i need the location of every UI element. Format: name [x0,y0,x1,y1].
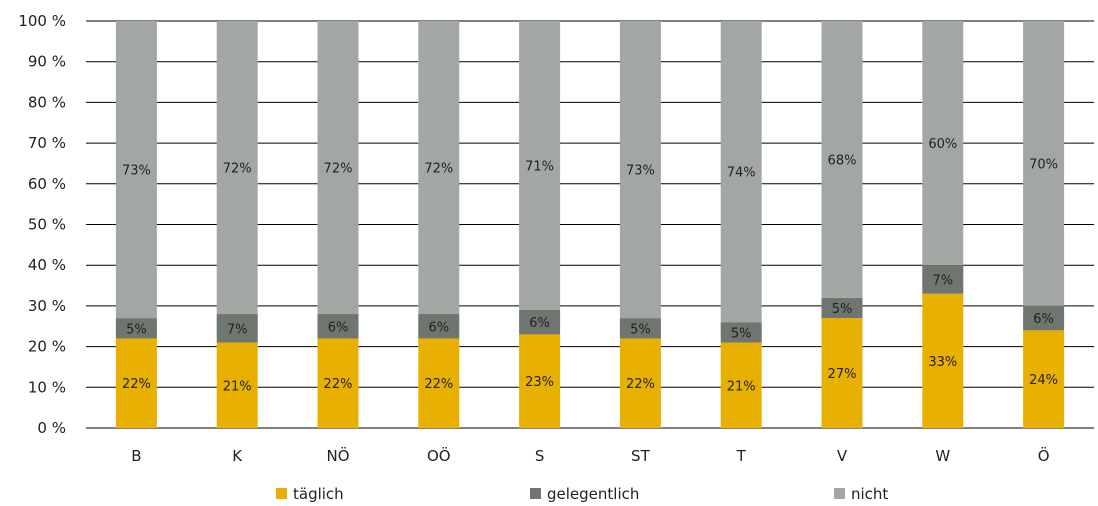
bar-segment-gelegentlich [115,318,157,339]
bar-segment-gelegentlich [619,318,661,339]
data-label: 60% [928,137,957,152]
value-labels: 22% 5% 73% 21% 7% 72% 22% 6% 72% 22% 6% 72% 23% 6% 71%… [122,137,1058,394]
bar-segment-täglich [619,338,661,428]
bar-segment-täglich [115,338,157,428]
x-category-label: Ö [1038,446,1050,465]
y-tick-label: 70 % [28,134,66,152]
data-label: 71% [525,159,554,174]
x-category-label: V [837,447,848,465]
y-tick-label: 0 % [37,419,66,437]
data-label: 21% [223,379,252,394]
bar-segment-täglich [821,318,863,428]
y-tick-label: 100 % [18,12,66,30]
bar-segment-täglich [216,342,258,428]
bar-segment-täglich [720,342,762,428]
data-label: 21% [727,379,756,394]
data-label: 6% [428,320,449,335]
legend-swatch [530,488,541,499]
data-label: 72% [324,162,353,177]
data-label: 5% [731,326,752,341]
data-label: 73% [626,164,655,179]
y-tick-label: 60 % [28,175,66,193]
bar-segment-gelegentlich [216,314,258,343]
data-label: 22% [626,377,655,392]
bar-segment-täglich [1023,330,1065,428]
y-tick-label: 20 % [28,338,66,356]
data-label: 74% [727,166,756,181]
legend: täglich gelegentlich nicht [276,485,888,503]
bar-segment-gelegentlich [821,297,863,319]
x-category-label: T [736,447,747,465]
bar-segment-gelegentlich [922,265,964,294]
data-label: 70% [1029,157,1058,172]
y-tick-label: 80 % [28,93,66,111]
bar-segment-nicht [720,21,762,323]
data-label: 5% [630,322,651,337]
y-tick-label: 30 % [28,297,66,315]
data-label: 5% [126,322,147,337]
data-label: 33% [928,355,957,370]
bar-segment-nicht [619,21,661,319]
data-label: 6% [1033,312,1054,327]
data-label: 68% [828,153,857,168]
x-category-label: OÖ [427,446,451,465]
data-label: 22% [424,377,453,392]
bar-segment-täglich [519,334,561,428]
data-label: 6% [529,316,550,331]
data-label: 22% [324,377,353,392]
bars [115,21,1065,428]
bar-segment-nicht [922,21,964,266]
x-category-label: B [131,447,141,465]
x-category-label: W [935,447,950,465]
y-tick-label: 50 % [28,216,66,234]
legend-label: gelegentlich [547,485,639,503]
bar-segment-nicht [418,21,460,315]
legend-label: nicht [851,485,888,503]
bar-segment-gelegentlich [519,309,561,335]
x-category-label: S [535,447,545,465]
bar-segment-nicht [1023,21,1065,306]
y-tick-label: 10 % [28,378,66,396]
data-label: 27% [828,367,857,382]
data-label: 7% [932,273,953,288]
data-label: 72% [223,162,252,177]
data-label: 73% [122,164,151,179]
bar-segment-nicht [821,21,863,298]
x-axis: B K NÖ OÖ S ST T V W Ö [131,446,1049,465]
bar-segment-nicht [317,21,359,315]
bar-segment-nicht [519,21,561,310]
data-label: 23% [525,375,554,390]
legend-swatch [276,488,287,499]
y-axis: 0 % 10 % 20 % 30 % 40 % 50 % 60 % 70 % 80 % 90 % 1… [18,12,66,437]
legend-swatch [834,488,845,499]
bar-segment-gelegentlich [418,314,460,339]
bar-segment-täglich [317,338,359,428]
data-label: 6% [328,320,349,335]
x-category-label: NÖ [326,446,349,465]
legend-label: täglich [293,485,344,503]
bar-segment-gelegentlich [1023,305,1065,331]
bar-segment-nicht [216,21,258,315]
bar-segment-täglich [922,293,964,428]
bar-segment-nicht [115,21,157,319]
data-label: 5% [832,302,853,317]
x-category-label: K [232,447,243,465]
y-tick-label: 40 % [28,256,66,274]
bar-segment-täglich [418,338,460,428]
bar-segment-gelegentlich [317,314,359,339]
data-label: 24% [1029,373,1058,388]
x-category-label: ST [631,447,651,465]
y-tick-label: 90 % [28,53,66,71]
bar-segment-gelegentlich [720,322,762,343]
data-label: 7% [227,322,248,337]
data-label: 22% [122,377,151,392]
data-label: 72% [424,162,453,177]
